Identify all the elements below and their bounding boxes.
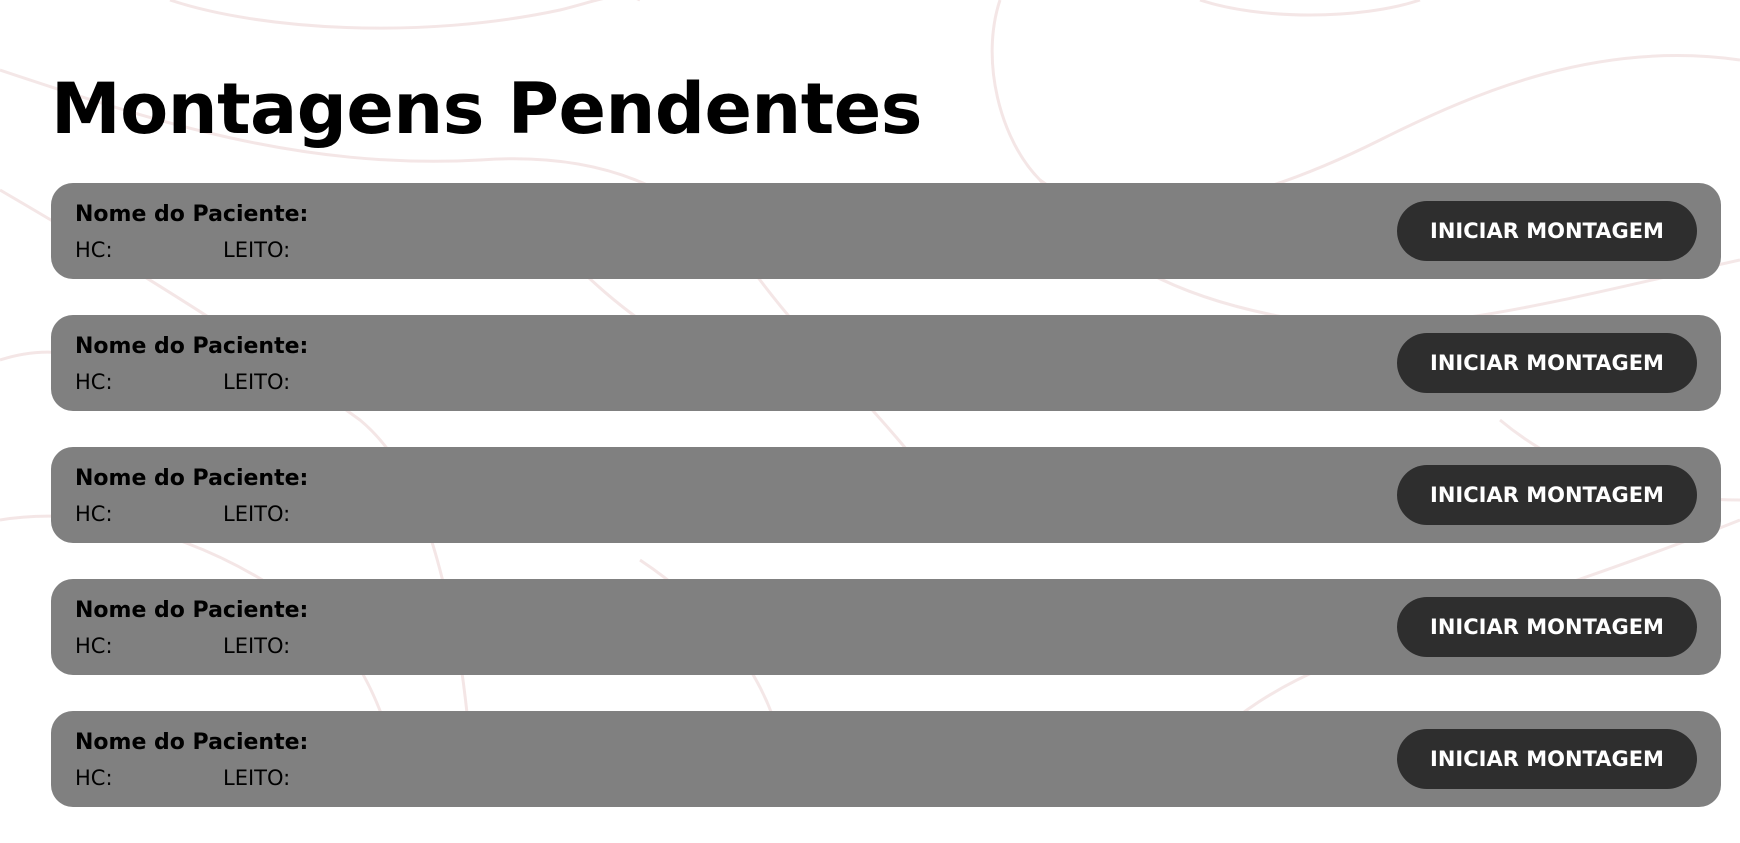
start-assembly-button[interactable]: INICIAR MONTAGEM (1397, 333, 1697, 393)
bed-label: LEITO: (223, 502, 291, 526)
page-title: Montagens Pendentes (51, 68, 922, 150)
patient-name-label: Nome do Paciente: (75, 466, 309, 491)
hc-label: HC: (75, 766, 113, 790)
start-assembly-button[interactable]: INICIAR MONTAGEM (1397, 201, 1697, 261)
pending-assembly-card: Nome do Paciente: HC: LEITO: INICIAR MON… (51, 315, 1721, 411)
start-assembly-button[interactable]: INICIAR MONTAGEM (1397, 729, 1697, 789)
pending-assembly-list: Nome do Paciente: HC: LEITO: INICIAR MON… (51, 183, 1721, 843)
pending-assembly-card: Nome do Paciente: HC: LEITO: INICIAR MON… (51, 183, 1721, 279)
bed-label: LEITO: (223, 238, 291, 262)
hc-label: HC: (75, 502, 113, 526)
pending-assembly-card: Nome do Paciente: HC: LEITO: INICIAR MON… (51, 579, 1721, 675)
bed-label: LEITO: (223, 370, 291, 394)
bed-label: LEITO: (223, 766, 291, 790)
pending-assembly-card: Nome do Paciente: HC: LEITO: INICIAR MON… (51, 447, 1721, 543)
patient-name-label: Nome do Paciente: (75, 202, 309, 227)
bed-label: LEITO: (223, 634, 291, 658)
start-assembly-button[interactable]: INICIAR MONTAGEM (1397, 465, 1697, 525)
pending-assembly-card: Nome do Paciente: HC: LEITO: INICIAR MON… (51, 711, 1721, 807)
patient-name-label: Nome do Paciente: (75, 730, 309, 755)
hc-label: HC: (75, 634, 113, 658)
patient-name-label: Nome do Paciente: (75, 334, 309, 359)
start-assembly-button[interactable]: INICIAR MONTAGEM (1397, 597, 1697, 657)
patient-name-label: Nome do Paciente: (75, 598, 309, 623)
hc-label: HC: (75, 238, 113, 262)
hc-label: HC: (75, 370, 113, 394)
